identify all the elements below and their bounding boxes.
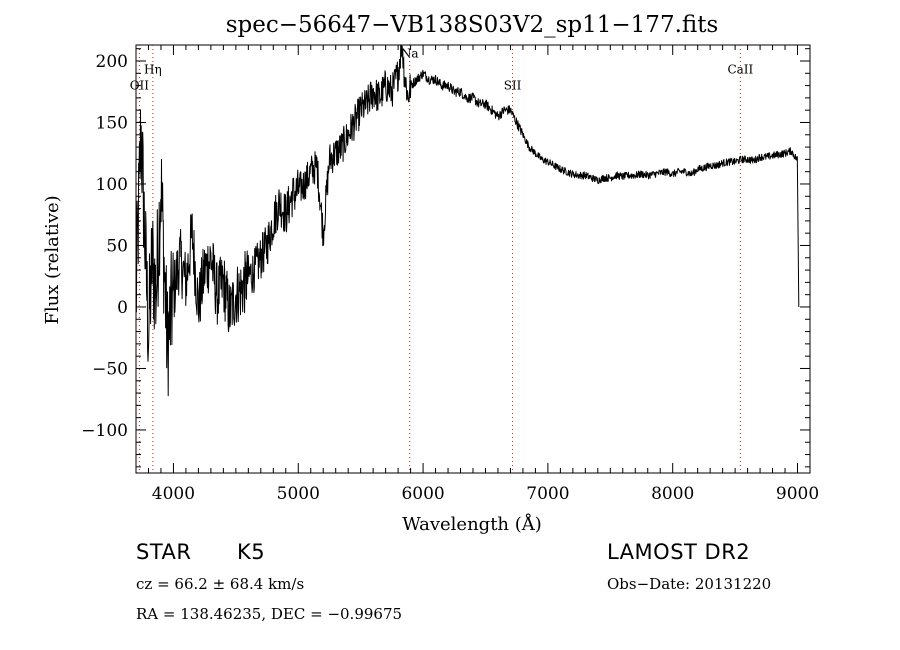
x-tick-label: 9000 [776, 484, 819, 504]
line-marker-label: SII [504, 78, 522, 92]
y-tick-label: 200 [96, 52, 128, 72]
axis-ticks [135, 45, 811, 473]
y-tick-label: 150 [96, 113, 128, 133]
observation-date: Obs−Date: 20131220 [607, 575, 772, 593]
y-tick-label: −50 [92, 359, 128, 379]
x-tick-label: 8000 [651, 484, 694, 504]
spectral-line-markers [138, 45, 741, 473]
survey-name: LAMOST DR2 [607, 540, 751, 564]
chart-title: spec−56647−VB138S03V2_sp11−177.fits [226, 12, 719, 38]
x-tick-label: 5000 [277, 484, 320, 504]
plot-frame [135, 44, 811, 474]
object-class: STAR [136, 540, 192, 564]
redshift-text: cz = 66.2 ± 68.4 km/s [136, 575, 305, 593]
coordinates-text: RA = 138.46235, DEC = −0.99675 [136, 605, 403, 623]
spectral-line-labels: OII Hη Na SII CaII [130, 46, 754, 92]
object-subclass: K5 [237, 540, 266, 564]
x-axis-label: Wavelength (Å) [402, 513, 542, 535]
y-tick-label: 0 [117, 298, 128, 318]
x-tick-label: 4000 [152, 484, 195, 504]
line-marker-label: OII [130, 78, 150, 92]
y-tick-label: 100 [96, 175, 128, 195]
line-marker-label: Hη [144, 62, 162, 76]
x-tick-label: 6000 [401, 484, 444, 504]
line-marker-label: Na [401, 46, 419, 60]
y-tick-label: −100 [81, 421, 128, 441]
x-tick-labels: 4000 5000 6000 7000 8000 9000 [152, 484, 819, 504]
y-tick-label: 50 [106, 236, 128, 256]
y-tick-labels: −100 −50 0 50 100 150 200 [81, 52, 128, 441]
x-tick-label: 7000 [526, 484, 569, 504]
spectrum-line [135, 44, 800, 397]
y-axis-label: Flux (relative) [42, 195, 63, 324]
line-marker-label: CaII [727, 62, 753, 76]
